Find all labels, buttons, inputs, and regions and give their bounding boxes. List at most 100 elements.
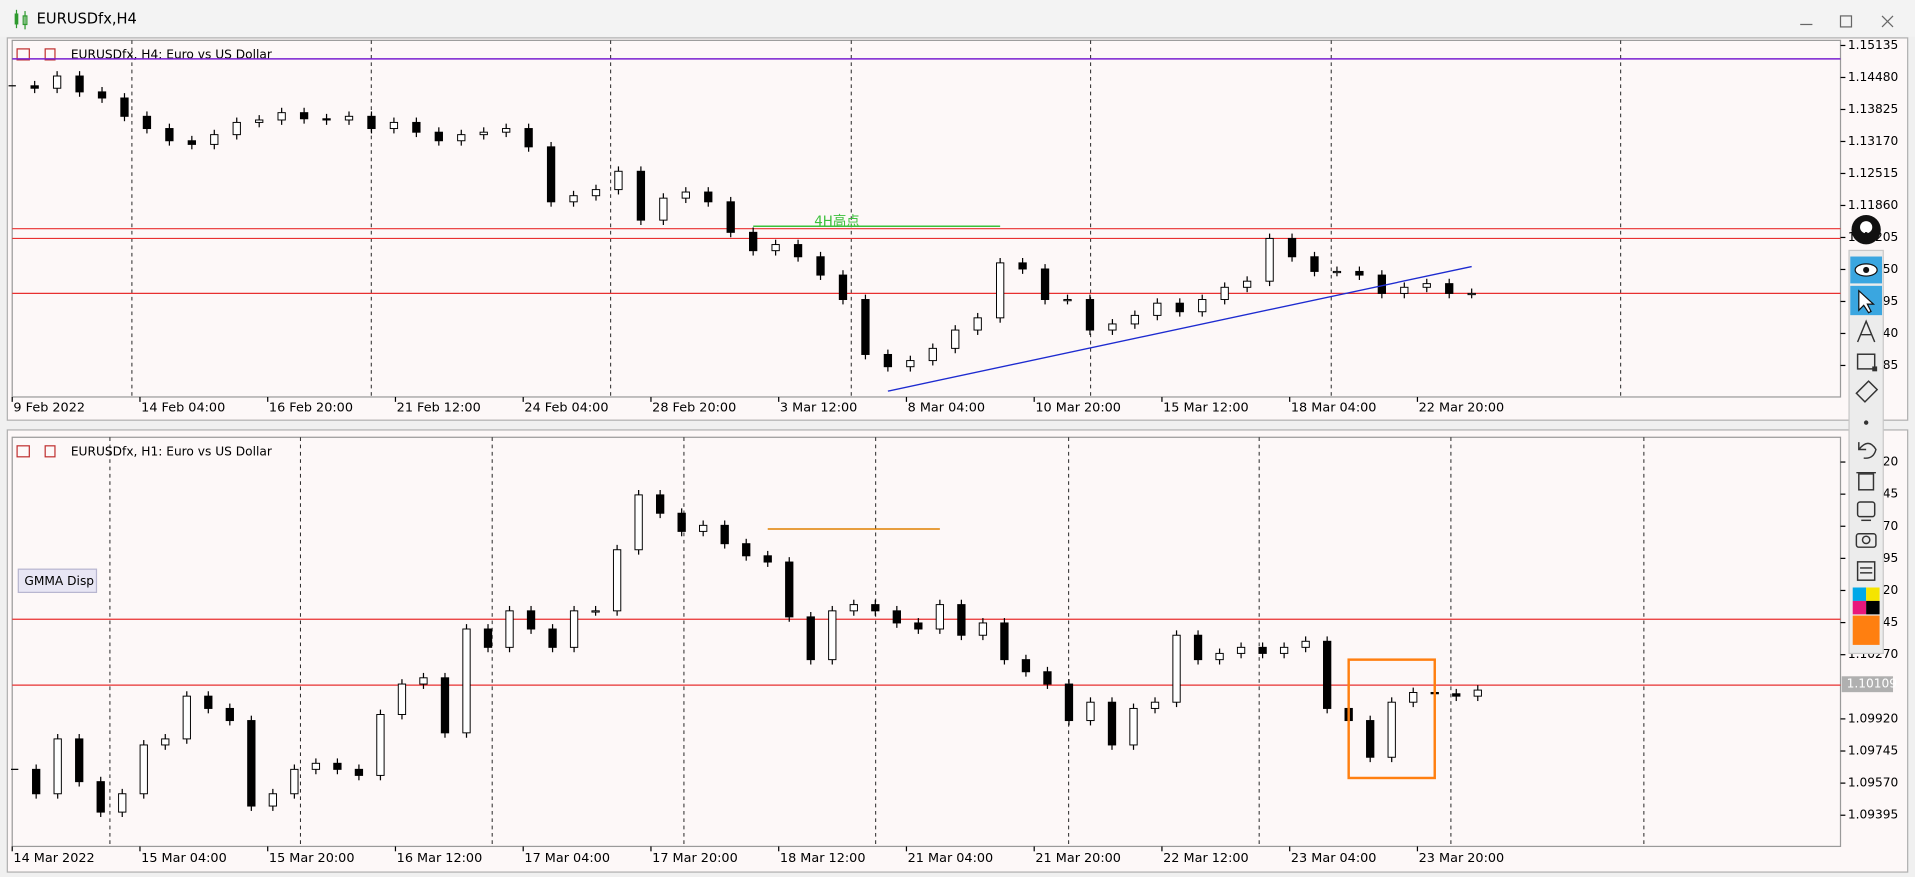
candle-body (677, 512, 686, 532)
y-tick-label: 1.11860 (1848, 198, 1898, 212)
candle-body (96, 781, 105, 813)
window-title: EURUSDfx,H4 (37, 11, 137, 28)
screenshot-tool[interactable] (1855, 533, 1877, 548)
y-tick-label: 1.09745 (1848, 744, 1898, 758)
candle-body (995, 262, 1005, 319)
candle-body (462, 628, 471, 734)
candle-body (524, 128, 533, 148)
gmma-button[interactable]: GMMA Disp (17, 568, 98, 593)
candle-body (838, 274, 848, 301)
candle-body (165, 128, 174, 142)
delete-tool[interactable] (1856, 471, 1876, 491)
candle-body (1409, 691, 1418, 703)
x-tick-label: 14 Feb 04:00 (141, 400, 225, 415)
candle-body (502, 128, 511, 133)
x-tick-label: 22 Mar 20:00 (1419, 400, 1505, 415)
candle-body (354, 768, 364, 776)
eye-tool[interactable] (1850, 256, 1883, 284)
candle-body (268, 793, 278, 807)
x-tick-label: 17 Mar 04:00 (524, 851, 610, 866)
candle-body (548, 628, 557, 648)
x-tick-label: 15 Mar 12:00 (1163, 400, 1249, 415)
candle-body (634, 494, 643, 551)
plot-area (11, 436, 1842, 848)
template-tool[interactable] (1856, 501, 1876, 522)
candle-body (1108, 323, 1117, 331)
title-bar (0, 0, 1915, 37)
x-tick-label: 23 Mar 20:00 (1419, 851, 1505, 866)
text-tool[interactable] (1856, 319, 1876, 343)
undo-tool[interactable] (1858, 442, 1877, 459)
pin-tool[interactable] (1851, 215, 1881, 245)
candle-body (569, 195, 578, 203)
cursor-tool[interactable] (1850, 285, 1883, 316)
candle-body (1467, 292, 1476, 296)
candle-body (828, 610, 837, 661)
dot-tool[interactable] (1863, 420, 1869, 425)
candle-body (978, 622, 988, 636)
close-button[interactable] (1881, 15, 1894, 28)
candle-body (1310, 256, 1319, 272)
y-tick-label: 1.12515 (1848, 166, 1898, 180)
y-tick-label: 1.09570 (1848, 776, 1898, 790)
candle-body (1242, 280, 1252, 288)
candle-body (612, 549, 622, 612)
panel-icon (44, 48, 56, 61)
candle-body (793, 244, 803, 258)
x-tick-label: 10 Mar 20:00 (1035, 400, 1121, 415)
candle-body (655, 494, 665, 514)
candle-body (704, 191, 713, 203)
candle-body (742, 543, 751, 557)
rectangle-tool[interactable] (1856, 353, 1878, 372)
candle-body (1445, 283, 1454, 294)
candle-body (957, 604, 966, 636)
price-tag-label: 1.10109 (1847, 677, 1897, 691)
x-tick-label: 15 Mar 20:00 (269, 851, 355, 866)
maximize-button[interactable] (1839, 15, 1853, 28)
candle-body (389, 121, 399, 130)
candle-body (397, 683, 407, 715)
candle-body (1332, 270, 1342, 274)
candle-body (1400, 286, 1409, 294)
candle-body (483, 628, 493, 648)
button-frame[interactable] (17, 568, 98, 593)
y-tick-label: 1.14480 (1848, 70, 1898, 84)
candle-body (681, 191, 690, 199)
candle-body (526, 610, 536, 630)
y-tick-label: 1.15135 (1848, 38, 1898, 52)
x-tick-label: 22 Mar 12:00 (1163, 851, 1249, 866)
candle-body (849, 604, 858, 612)
candle-body (1130, 314, 1140, 325)
x-tick-label: 16 Mar 12:00 (397, 851, 483, 866)
candle-body (290, 768, 299, 795)
candle-body (75, 75, 84, 93)
candle-body (1107, 701, 1117, 746)
high-marker-label: 4H高点 (814, 212, 859, 229)
button-label[interactable]: GMMA Disp (24, 574, 94, 588)
list-tool[interactable] (1856, 561, 1876, 581)
panel-label: EURUSDfx, H1: Euro vs US Dollar (71, 444, 273, 458)
y-tick-label: 1.13170 (1848, 134, 1898, 148)
candle-body (973, 317, 982, 331)
candle-body (333, 762, 342, 770)
candle-body (142, 115, 152, 130)
trendline (887, 265, 1472, 392)
eraser-tool[interactable] (1855, 380, 1879, 403)
panel-icon (16, 445, 30, 458)
candle-body (591, 189, 601, 197)
candle-body (1473, 689, 1482, 697)
drawing-toolbar (1848, 215, 1884, 655)
candle-body (1018, 262, 1027, 270)
candle-body (591, 610, 600, 613)
candle-body (1129, 707, 1138, 746)
candle-body (210, 134, 219, 145)
x-tick-label: 18 Mar 04:00 (1291, 400, 1377, 415)
candle-body (53, 738, 62, 795)
candle-body (1452, 693, 1461, 697)
candle-body (892, 610, 901, 624)
candle-body (322, 118, 331, 121)
color-palette[interactable] (1852, 587, 1880, 645)
candle-body (232, 121, 241, 136)
candle-body (1220, 286, 1229, 301)
candle-body (1265, 237, 1274, 282)
